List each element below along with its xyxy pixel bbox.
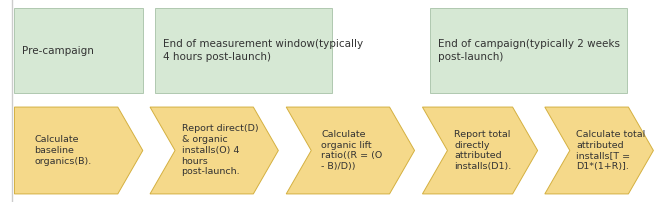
- Text: Report total
directly
attributed
installs(D1).: Report total directly attributed install…: [454, 130, 511, 171]
- Text: Calculate
organic lift
ratio((R = (O
- B)/D)): Calculate organic lift ratio((R = (O - B…: [321, 130, 382, 171]
- Polygon shape: [422, 107, 538, 194]
- Text: Report direct(D)
& organic
installs(O) 4
hours
post-launch.: Report direct(D) & organic installs(O) 4…: [182, 124, 258, 177]
- Polygon shape: [286, 107, 415, 194]
- Polygon shape: [545, 107, 653, 194]
- Text: Pre-campaign: Pre-campaign: [22, 45, 94, 56]
- Text: End of measurement window(typically
4 hours post-launch): End of measurement window(typically 4 ho…: [163, 39, 363, 62]
- FancyBboxPatch shape: [14, 8, 143, 93]
- FancyBboxPatch shape: [430, 8, 627, 93]
- Polygon shape: [14, 107, 143, 194]
- Polygon shape: [150, 107, 278, 194]
- FancyBboxPatch shape: [155, 8, 332, 93]
- Text: End of campaign(typically 2 weeks
post-launch): End of campaign(typically 2 weeks post-l…: [438, 39, 620, 62]
- Text: Calculate total
attributed
installs[T =
D1*(1+R)].: Calculate total attributed installs[T = …: [576, 130, 645, 171]
- Text: Calculate
baseline
organics(B).: Calculate baseline organics(B).: [34, 135, 91, 166]
